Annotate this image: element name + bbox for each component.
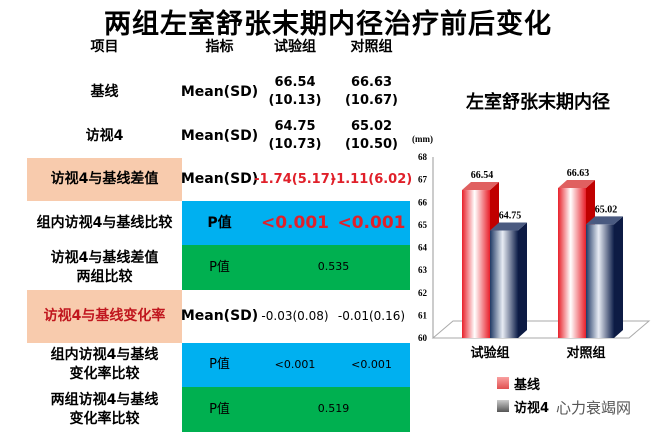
header-item: 项目 [90,38,119,55]
row-metric: P值 [209,259,230,275]
trial-value: -0.03(0.08) [261,309,329,324]
bar-side [518,222,527,338]
unit-label: (mm) [412,134,433,144]
bar-side [614,216,623,338]
header-control: 对照组 [350,38,393,55]
control-value: <0.001 [337,212,406,233]
row-label: 访视4与基线差值 [27,158,182,201]
control-value: -0.01(0.16) [337,309,406,324]
row-metric: Mean(SD) [180,83,259,100]
control-value: -1.11(6.02) [330,171,413,187]
row-metric: P值 [207,214,232,231]
header-metric: 指标 [205,38,234,55]
control-sd: (10.50) [344,137,398,152]
data-label: 64.75 [499,211,522,222]
trial-value: -1.74(5.17) [254,171,336,187]
row-metric: Mean(SD) [180,171,259,188]
data-label: 65.02 [595,204,618,215]
row-label: 访视4与基线变化率 [27,290,182,343]
control-mean: 66.63 [350,75,393,91]
bar-top [490,222,527,231]
y-tick-label: 61 [418,310,428,320]
y-tick-label: 63 [418,265,428,275]
y-tick-label: 60 [418,333,428,343]
row-label-line2: 变化率比较 [69,366,140,382]
data-label: 66.54 [471,170,494,181]
legend-swatch-visit4 [497,400,509,412]
bar-top [586,216,623,225]
legend-label-baseline: 基线 [514,378,541,393]
row-label: 访视4 [85,127,124,144]
legend-swatch-baseline [497,377,509,389]
bar-baseline [462,190,490,338]
bar-visit4 [586,224,614,338]
trial-sd: (10.13) [268,93,322,108]
trial-value: <0.001 [260,212,330,233]
trial-value: <0.001 [274,357,316,371]
row-label-line1: 两组访视4与基线 [50,391,159,408]
y-tick-label: 66 [418,197,428,207]
bar-baseline [558,187,586,338]
legend-label-visit4: 访视4 [514,401,550,416]
y-tick-label: 68 [418,152,428,162]
x-tick-label: 试验组 [470,345,509,360]
bar-visit4 [490,230,518,338]
y-tick-label: 65 [418,220,428,230]
row-label-line1: 组内访视4与基线 [50,347,159,364]
trial-sd: (10.73) [268,137,322,152]
data-label: 66.63 [567,168,590,179]
row-label-line1: 访视4与基线差值 [50,249,159,266]
y-tick-label: 67 [418,175,428,185]
p-value: 0.519 [317,402,350,416]
row-label: 组内访视4与基线比较 [36,214,173,231]
trial-mean: 66.54 [274,75,316,91]
row-label-line2: 变化率比较 [69,410,140,427]
row-metric: Mean(SD) [180,127,259,144]
row-metric: P值 [209,357,230,373]
bar-top [558,179,595,188]
row-metric: P值 [209,401,230,417]
bar-chart: (mm) 60 61 62 63 64 65 66 67 68 试验组 对照组 66.54 64.75… [412,134,651,360]
bar-top [462,182,499,191]
control-mean: 65.02 [350,119,393,135]
page-title: 两组左室舒张末期内径治疗前后变化 [104,9,552,40]
header-trial: 试验组 [274,38,316,55]
x-tick-label: 对照组 [566,345,605,360]
row-label-line2: 两组比较 [76,268,133,285]
trial-mean: 64.75 [274,119,316,135]
row-metric: Mean(SD) [180,308,259,325]
control-sd: (10.67) [344,93,398,108]
p-value: 0.535 [317,260,350,274]
watermark-logo: 心力衰竭网 [556,397,632,418]
y-tick-label: 64 [418,243,428,253]
control-value: <0.001 [351,357,392,371]
chart-title: 左室舒张末期内径 [466,92,610,113]
row-label: 基线 [90,83,119,100]
y-tick-label: 62 [418,288,428,298]
